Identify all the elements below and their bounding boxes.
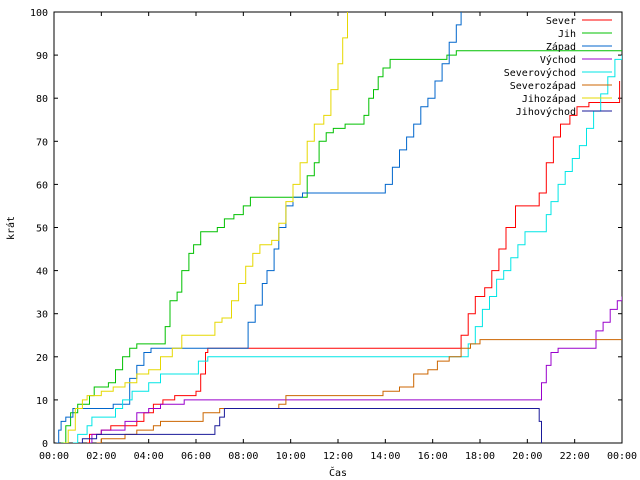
x-tick-label: 08:00 [228, 451, 258, 462]
series-line-2 [56, 12, 462, 443]
x-tick-label: 12:00 [323, 451, 353, 462]
series-line-1 [61, 50, 622, 443]
x-tick-label: 14:00 [370, 451, 400, 462]
axis-ticks: 00:00 02:00 04:00 06:00 08:00 10:00 12:00 14:00… [30, 8, 637, 462]
series-layer [56, 12, 622, 443]
legend-label: Jihovýchod [516, 106, 576, 118]
y-tick-label: 90 [36, 51, 48, 62]
y-tick-label: 70 [36, 137, 48, 148]
y-tick-label: 50 [36, 224, 48, 235]
y-tick-label: 10 [36, 396, 48, 407]
y-tick-label: 0 [42, 439, 48, 450]
x-tick-label: 06:00 [181, 451, 211, 462]
series-line-5 [96, 339, 622, 443]
y-tick-label: 30 [36, 310, 48, 321]
legend-label: Jih [558, 29, 576, 40]
legend-label: Východ [540, 54, 576, 66]
series-line-4 [72, 55, 622, 443]
series-line-6 [63, 12, 348, 443]
x-tick-label: 18:00 [465, 451, 495, 462]
x-tick-label: 00:00 [39, 451, 69, 462]
y-tick-label: 20 [36, 353, 48, 364]
series-line-0 [87, 81, 621, 443]
legend-label: Sever [546, 16, 576, 27]
x-tick-label: 10:00 [276, 451, 306, 462]
x-tick-label: 22:00 [560, 451, 590, 462]
y-tick-label: 100 [30, 8, 48, 19]
x-tick-label: 00:00 [607, 451, 637, 462]
x-tick-label: 16:00 [418, 451, 448, 462]
x-tick-label: 20:00 [512, 451, 542, 462]
x-tick-label: 02:00 [86, 451, 116, 462]
legend-label: Jihozápad [522, 93, 576, 105]
series-line-3 [89, 296, 622, 443]
x-axis-title: Čas [329, 466, 347, 479]
series-line-7 [80, 408, 542, 443]
legend: Sever JihZápadVýchodSeverovýchodSeverozáp… [504, 16, 612, 118]
legend-label: Západ [546, 41, 576, 53]
y-tick-label: 40 [36, 267, 48, 278]
x-tick-label: 04:00 [134, 451, 164, 462]
y-axis-title: krát [5, 216, 17, 240]
legend-label: Severozápad [510, 80, 576, 92]
y-tick-label: 80 [36, 94, 48, 105]
legend-label: Severovýchod [504, 67, 576, 79]
y-tick-label: 60 [36, 180, 48, 191]
